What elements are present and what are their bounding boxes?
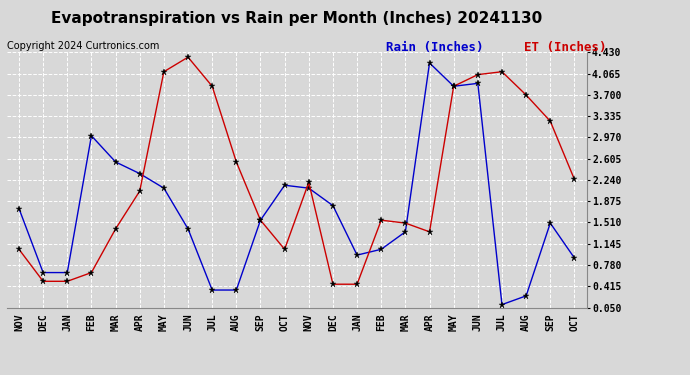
Text: ET (Inches): ET (Inches)	[524, 41, 607, 54]
Text: Evapotranspiration vs Rain per Month (Inches) 20241130: Evapotranspiration vs Rain per Month (In…	[51, 11, 542, 26]
Text: Rain (Inches): Rain (Inches)	[386, 41, 484, 54]
Text: Copyright 2024 Curtronics.com: Copyright 2024 Curtronics.com	[7, 41, 159, 51]
